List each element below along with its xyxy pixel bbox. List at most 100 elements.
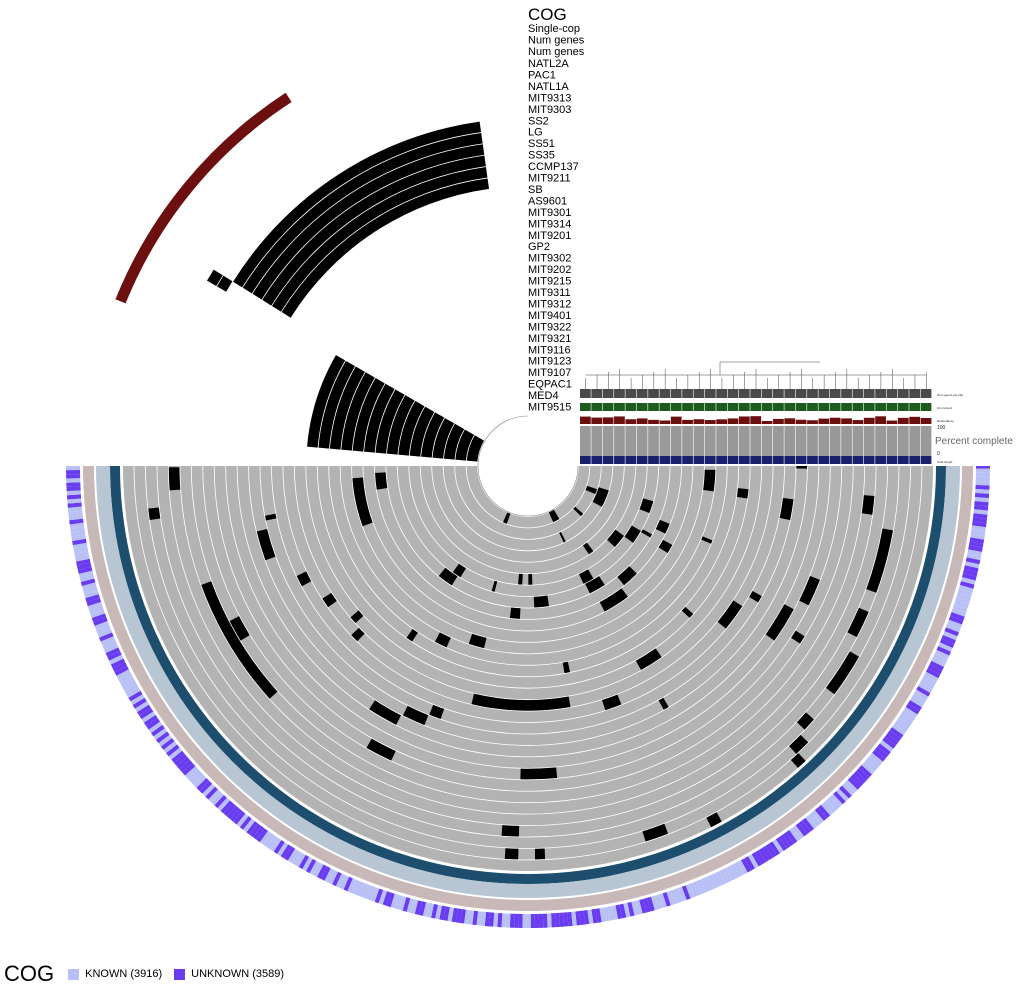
- cog-segment: [366, 885, 376, 901]
- singleton-block: [452, 563, 466, 578]
- cog-segment: [443, 906, 450, 921]
- cog-segment: [619, 903, 627, 919]
- genome-label: MIT9515: [528, 402, 571, 414]
- cog-segment: [973, 513, 988, 519]
- singleton-block: [265, 513, 277, 521]
- cog-segment: [542, 913, 548, 928]
- redundancy-bar: [829, 417, 841, 424]
- cog-segment: [72, 542, 88, 550]
- cog-segment: [451, 907, 458, 923]
- cog-segment: [386, 892, 395, 908]
- cog-segment: [674, 888, 683, 903]
- genome-label: NATL1A: [528, 81, 569, 93]
- cog-segment: [298, 854, 310, 870]
- singleton-block: [582, 542, 594, 555]
- cog-segment: [975, 480, 990, 486]
- cog-segment: [933, 653, 948, 664]
- percent-complete-bar: [704, 426, 716, 456]
- cog-segment: [249, 823, 262, 838]
- cog-segment: [571, 911, 577, 926]
- genes-per-kbp-bar: [897, 389, 909, 398]
- singleton-block: [861, 495, 875, 515]
- cog-segment: [864, 759, 878, 772]
- total-length-bar: [659, 456, 671, 464]
- cog-segment: [956, 592, 972, 601]
- cog-segment: [99, 632, 114, 642]
- cog-segment: [155, 731, 170, 744]
- accessory-block: [281, 178, 490, 318]
- genes-per-kbp-bar: [625, 389, 637, 398]
- cog-segment: [128, 690, 143, 702]
- cog-segment: [689, 882, 699, 897]
- redundancy-bar: [886, 420, 898, 424]
- cog-segment: [208, 789, 221, 803]
- cog-segment: [103, 643, 119, 654]
- singleton-block: [789, 734, 809, 754]
- cog-segment: [110, 658, 126, 669]
- gc-content-bar: [852, 403, 864, 411]
- redundancy-bar: [727, 418, 739, 424]
- cog-segment: [484, 912, 491, 927]
- legend-unknown-label: UNKNOWN (3589): [191, 968, 285, 980]
- percent-complete-bar: [659, 426, 671, 456]
- cog-segment: [755, 850, 766, 865]
- singleton-block: [847, 607, 869, 638]
- cog-segment: [872, 749, 886, 762]
- percent-complete-bar: [614, 426, 625, 456]
- percent-complete-bar: [863, 426, 875, 456]
- cog-segment: [107, 651, 122, 661]
- cog-segment: [559, 912, 565, 927]
- cog-segment: [472, 910, 479, 926]
- outer-layer-label: Single-cop: [528, 23, 580, 35]
- cog-segment: [772, 839, 784, 854]
- gc-content-bar: [580, 403, 591, 411]
- cog-segment: [102, 639, 117, 650]
- cog-segment: [236, 813, 249, 828]
- singleton-block: [434, 632, 451, 648]
- percent-complete-bar: [773, 426, 784, 456]
- legend-title: COG: [4, 961, 55, 986]
- accessory-block: [216, 275, 233, 292]
- cog-segment: [856, 768, 870, 781]
- cog-segment: [903, 706, 918, 719]
- genes-per-kbp-bar: [682, 389, 693, 398]
- genes-per-kbp-bar: [829, 389, 841, 398]
- cog-segment: [217, 797, 230, 811]
- cog-segment: [795, 822, 808, 837]
- cog-segment: [973, 505, 989, 511]
- cog-segment: [925, 668, 941, 679]
- cog-segment: [841, 782, 855, 796]
- genome-label: MIT9215: [528, 276, 571, 288]
- cog-segment: [270, 837, 282, 852]
- cog-segment: [975, 484, 990, 490]
- cog-segment: [193, 775, 207, 788]
- cog-segment: [280, 844, 292, 859]
- cog-segment: [302, 856, 313, 872]
- percent-complete-bar: [591, 426, 603, 456]
- genome-label: MED4: [528, 390, 559, 402]
- cog-segment: [126, 687, 141, 698]
- outer-layer-label: Num genes: [528, 46, 585, 58]
- redundancy-bar: [591, 417, 603, 424]
- percent-complete-bar: [636, 426, 648, 456]
- genome-label: MIT9313: [528, 92, 571, 104]
- cog-segment: [358, 882, 368, 898]
- cog-segment: [277, 842, 289, 857]
- percent-min-label: 0: [937, 451, 940, 457]
- cog-segment: [394, 894, 403, 910]
- total-length-bar: [761, 456, 773, 464]
- percent-complete-bar: [602, 426, 614, 456]
- cog-segment: [246, 821, 259, 835]
- cog-segment: [173, 753, 188, 767]
- cog-segment: [646, 896, 655, 912]
- cog-segment: [324, 868, 335, 883]
- cog-segment: [768, 841, 781, 856]
- cog-segment: [950, 612, 965, 621]
- cog-segment: [658, 893, 667, 908]
- cog-segment: [85, 594, 100, 603]
- cog-segment: [73, 546, 89, 554]
- cog-segment: [737, 860, 748, 875]
- total-length-bar: [773, 456, 784, 464]
- cog-segment: [879, 740, 894, 753]
- gc-content-bar: [920, 403, 932, 411]
